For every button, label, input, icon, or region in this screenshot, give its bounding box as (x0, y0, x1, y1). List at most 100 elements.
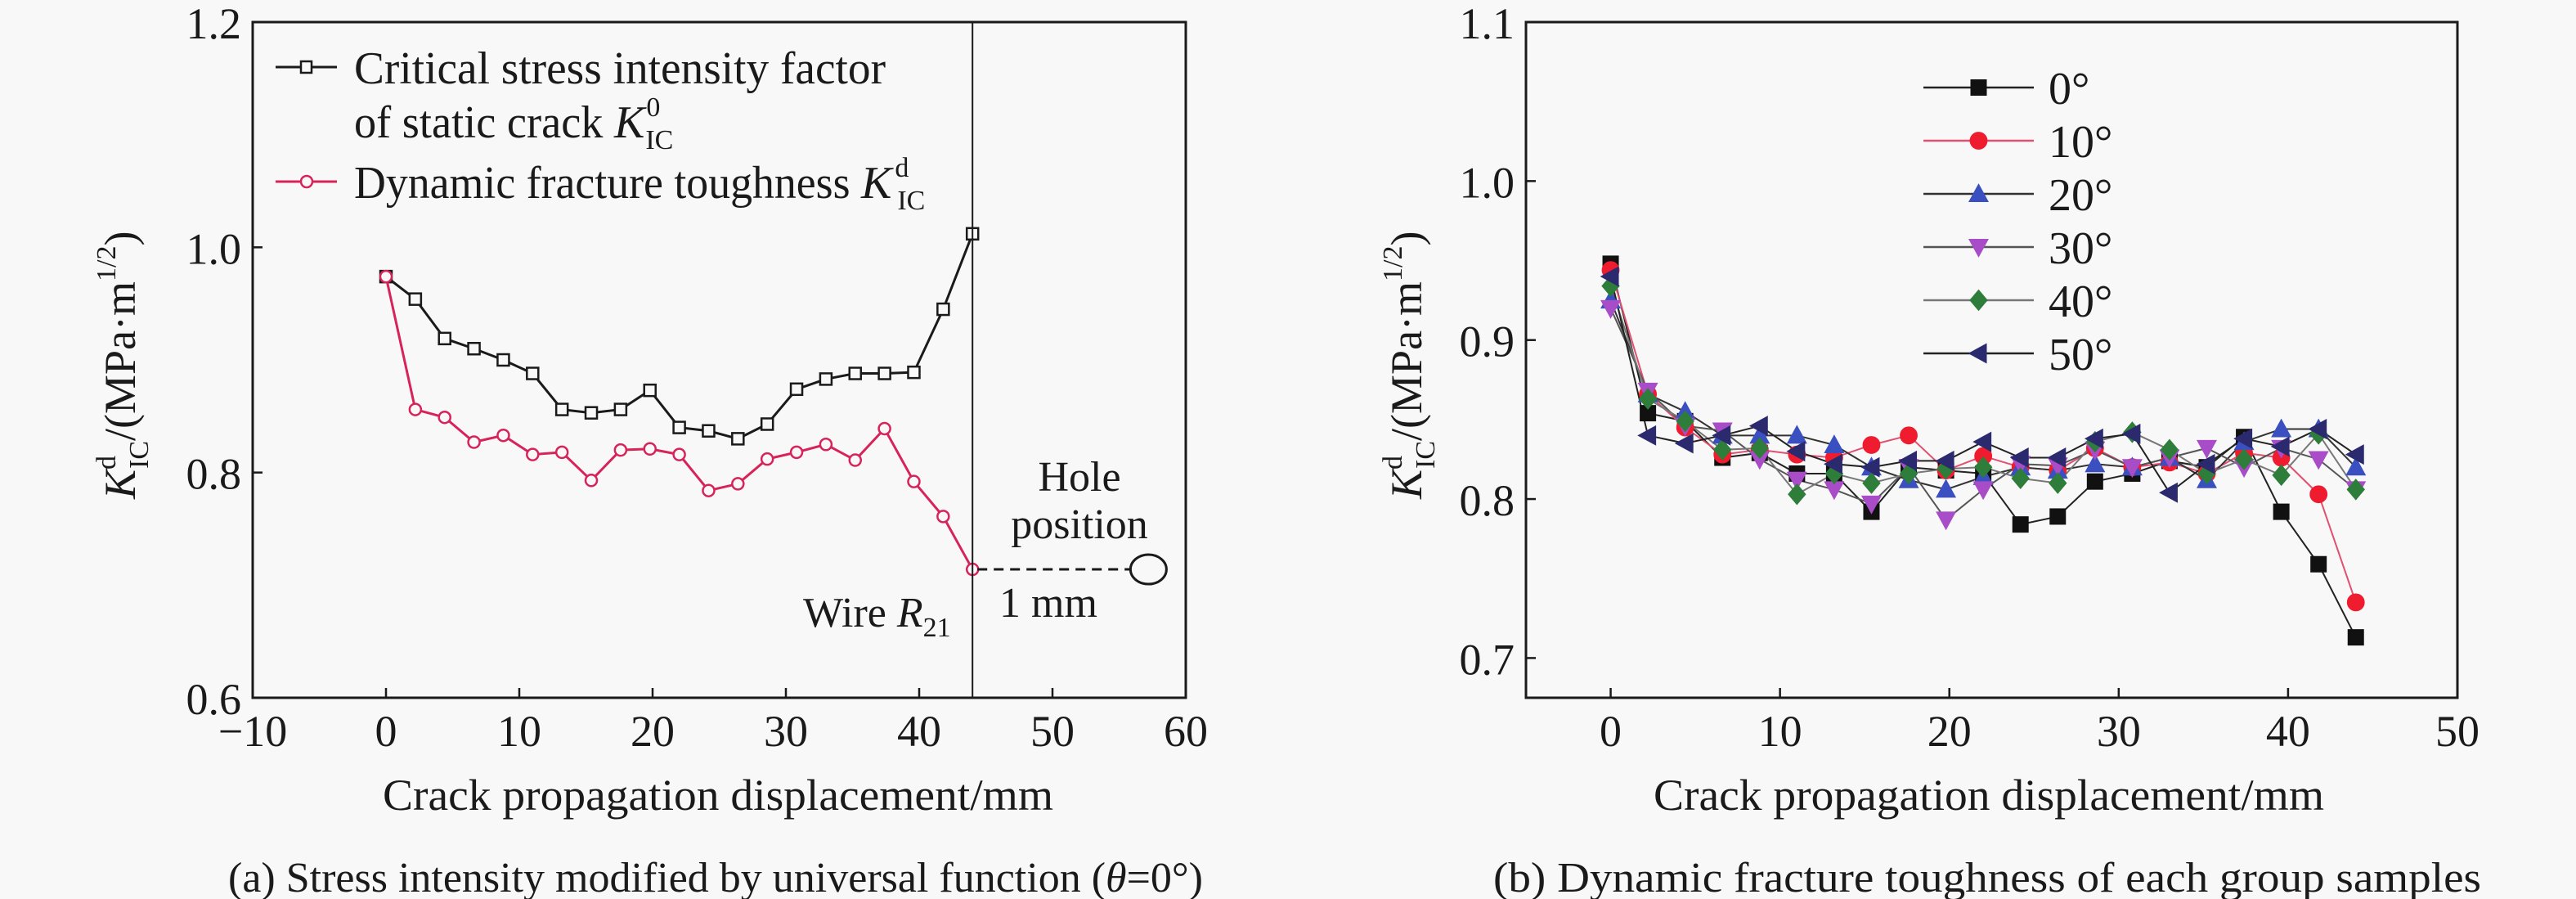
data-point (526, 447, 540, 461)
y-title-close: ) (1382, 231, 1431, 246)
hole-label-line2: position (1011, 501, 1148, 548)
triangle-left-marker-icon (1968, 343, 1987, 364)
x-tick-label: 60 (1164, 707, 1208, 756)
y-tick-label: 0.8 (1460, 476, 1515, 525)
data-point (1972, 431, 1992, 452)
markers-50deg (1600, 266, 2364, 503)
x-tick-label: 30 (764, 707, 808, 756)
y-tick-label: 0.7 (1460, 635, 1515, 684)
legend-label-static-line1: Critical stress intensity factor (354, 43, 886, 94)
data-point (2270, 436, 2290, 457)
x-tick-label: 40 (2266, 707, 2310, 756)
data-point (2047, 447, 2067, 469)
data-point (2160, 438, 2179, 461)
data-point (1788, 483, 1806, 506)
data-point (2159, 482, 2178, 503)
data-point (2346, 479, 2365, 501)
data-point (2049, 472, 2067, 494)
data-point (1748, 416, 1768, 437)
x-tick-label: 20 (631, 707, 675, 756)
data-point (554, 445, 569, 460)
data-point (1600, 266, 1619, 287)
panel-b-x-ticks: 0 10 20 30 40 50 (1600, 688, 2480, 756)
data-point (1936, 479, 1957, 498)
square-marker-icon (1970, 79, 1987, 96)
data-point (936, 302, 950, 317)
panel-a-chart: −10 0 10 20 30 40 50 60 0.6 0.8 1.0 1.2 Critical s… (92, 0, 1208, 899)
triangle-down-marker-icon (1968, 239, 1989, 258)
panel-a-legend: Critical stress intensity factor of stat… (276, 43, 925, 216)
data-point (1786, 425, 1807, 444)
legend-label: 0° (2049, 64, 2089, 115)
data-point (848, 366, 863, 380)
wire-label-var: R (896, 590, 923, 636)
legend-label-static-line2: of static crack K0 IC (354, 92, 673, 155)
legend-k-sub: IC (897, 186, 925, 216)
legend-label: 40° (2049, 276, 2112, 327)
data-point (2310, 555, 2327, 573)
panel-b-caption: (b) Dynamic fracture toughness of each g… (1493, 855, 2481, 899)
data-point (408, 402, 423, 416)
y-title-k: K (1382, 467, 1431, 500)
data-point (1712, 425, 1731, 446)
data-point (672, 447, 686, 461)
y-title-unit-sup: 1/2 (1378, 246, 1408, 281)
wire-label-sub: 21 (923, 613, 951, 643)
x-tick-label: 20 (1928, 707, 1972, 756)
data-point (2345, 456, 2367, 476)
data-point (1600, 299, 1622, 319)
y-title-k: K (96, 467, 145, 500)
data-point (613, 402, 628, 416)
legend-label: 10° (2049, 117, 2112, 168)
data-point (2309, 485, 2328, 504)
legend-entry-10deg: 10° (1923, 117, 2112, 168)
data-point (1676, 410, 1694, 433)
y-title-sub: IC (124, 441, 155, 469)
data-point (2347, 629, 2364, 646)
panel-b-x-axis-title: Crack propagation displacement/mm (1654, 771, 2324, 820)
data-point (1824, 434, 1845, 453)
caption-a-prefix: (a) Stress intensity modified by univers… (228, 855, 1106, 899)
legend-entry-0deg: 0° (1923, 64, 2089, 115)
legend-label: 30° (2049, 223, 2112, 274)
data-point (819, 372, 833, 386)
data-point (2308, 451, 2329, 470)
panel-a-y-axis-title: KdIC/(MPa·m1/2) (92, 231, 155, 500)
legend-label-dynamic-text: Dynamic fracture toughness (354, 158, 861, 209)
data-point (2121, 459, 2143, 479)
data-point (760, 452, 774, 466)
data-point (467, 341, 481, 356)
data-point (584, 406, 599, 420)
caption-a-theta: θ (1106, 855, 1127, 899)
y-tick-label: 0.8 (186, 450, 242, 499)
panel-b-chart: 0 10 20 30 40 50 0.7 0.8 0.9 1.0 1.1 0°10°20°30°4… (1378, 0, 2481, 899)
data-point (2012, 516, 2029, 533)
data-point (672, 420, 686, 434)
legend-label: 50° (2049, 330, 2112, 380)
x-tick-label: −10 (218, 707, 287, 756)
open-square-marker-icon (299, 60, 313, 74)
data-point (702, 424, 716, 438)
legend-k-sup: d (895, 153, 909, 183)
data-point (1899, 462, 1919, 485)
y-title-unit: /(MPa·m (96, 281, 145, 441)
data-point (1972, 481, 1994, 501)
x-tick-label: 10 (1758, 707, 1802, 756)
panel-b-y-axis-title: KdIC/(MPa·m1/2) (1378, 231, 1441, 500)
x-tick-label: 0 (1600, 707, 1622, 756)
data-point (2196, 453, 2215, 474)
data-point (2049, 508, 2067, 525)
x-tick-label: 50 (2435, 707, 2480, 756)
data-point (2197, 439, 2217, 459)
x-tick-label: 40 (897, 707, 941, 756)
data-point (936, 510, 950, 524)
data-point (2085, 453, 2106, 473)
hole-circle-icon (1129, 553, 1168, 586)
data-point (907, 474, 921, 488)
x-tick-label: 30 (2097, 707, 2141, 756)
data-point (1786, 471, 1807, 491)
data-point (554, 402, 569, 416)
panel-a-x-axis-title: Crack propagation displacement/mm (383, 771, 1053, 820)
y-tick-label: 1.1 (1460, 0, 1515, 48)
data-point (2234, 448, 2254, 470)
